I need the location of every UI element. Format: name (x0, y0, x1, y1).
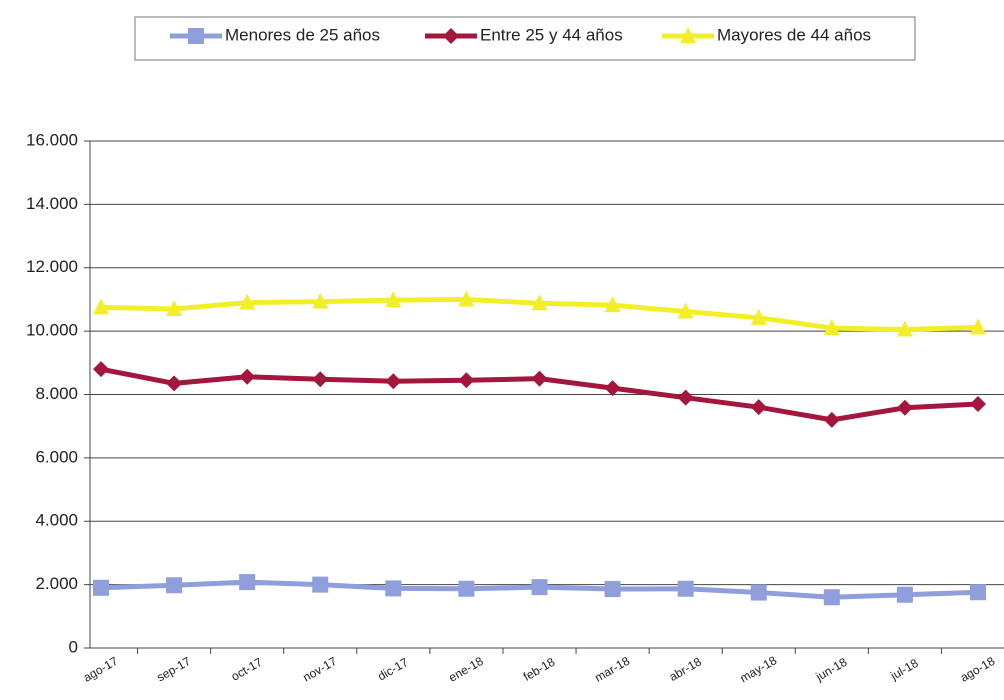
point (93, 579, 109, 596)
point (677, 580, 694, 597)
y-tick-label: 6.000 (35, 447, 78, 466)
point (239, 574, 256, 591)
point (970, 396, 986, 413)
x-tick-label: ene-18 (446, 654, 486, 685)
y-tick-label: 10.000 (26, 321, 78, 340)
point (166, 299, 183, 316)
point (970, 584, 986, 601)
y-tick-label: 12.000 (26, 257, 78, 276)
point (458, 372, 475, 389)
x-tick-label: may-18 (738, 653, 780, 685)
x-tick-label: ago-18 (958, 654, 998, 685)
point (823, 318, 840, 335)
legend-box (134, 16, 916, 61)
point (166, 577, 183, 594)
legend-label: Menores de 25 años (225, 25, 380, 44)
point (93, 361, 109, 378)
point (531, 294, 548, 311)
point (823, 411, 840, 428)
point (385, 373, 402, 390)
x-tick-label: abr-18 (667, 654, 704, 684)
x-tick-label: nov-17 (300, 654, 339, 685)
x-tick-label: dic-17 (375, 655, 411, 684)
y-tick-label: 0 (69, 637, 78, 656)
x-tick-label: mar-18 (592, 654, 632, 685)
legend-marker (188, 28, 204, 44)
y-tick-label: 4.000 (35, 511, 78, 530)
point (531, 370, 548, 387)
x-tick-label: ago-17 (81, 654, 121, 685)
y-tick-label: 8.000 (35, 384, 78, 403)
x-tick-label: jul-18 (887, 656, 921, 683)
point (823, 589, 840, 606)
point (896, 586, 913, 603)
legend-label: Entre 25 y 44 años (480, 25, 623, 44)
point (604, 296, 621, 313)
y-tick-label: 2.000 (35, 574, 78, 593)
point (93, 298, 109, 315)
point (312, 371, 329, 388)
point (458, 580, 475, 597)
point (604, 380, 621, 397)
point (239, 293, 256, 310)
point (750, 308, 767, 325)
point (239, 368, 256, 385)
point (677, 302, 694, 319)
point (896, 320, 913, 337)
point (604, 581, 621, 598)
point (385, 580, 402, 597)
point (312, 292, 329, 309)
point (896, 399, 913, 416)
x-tick-label: feb-18 (521, 655, 558, 684)
legend-label: Mayores de 44 años (717, 25, 871, 44)
legend-marker (443, 28, 459, 44)
point (750, 399, 767, 416)
point (312, 576, 329, 593)
x-tick-label: sep-17 (154, 654, 193, 685)
point (385, 291, 402, 308)
point (166, 375, 183, 392)
legend-marker (680, 27, 696, 43)
point (750, 584, 767, 601)
y-tick-label: 14.000 (26, 194, 78, 213)
point (531, 579, 548, 596)
point (677, 389, 694, 406)
y-tick-label: 16.000 (26, 130, 78, 149)
point (458, 290, 475, 307)
point (970, 318, 986, 335)
x-tick-label: oct-17 (229, 655, 265, 684)
x-tick-label: jun-18 (813, 655, 850, 684)
